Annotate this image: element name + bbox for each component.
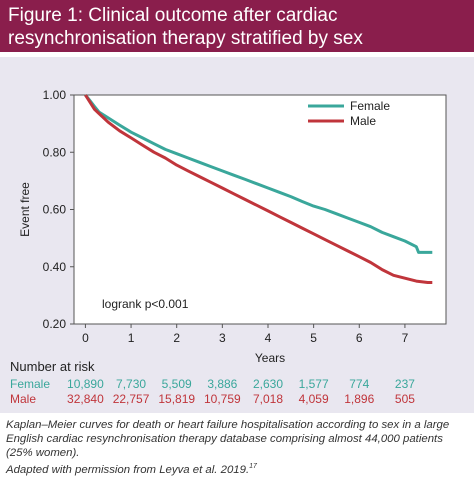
y-axis-title: Event free (18, 182, 32, 237)
risk-value: 3,886 (207, 377, 237, 391)
y-tick-label: 0.40 (43, 260, 67, 274)
legend-label-male: Male (350, 114, 376, 128)
risk-value: 4,059 (299, 392, 329, 406)
title-bar: Figure 1: Clinical outcome after cardiac… (0, 0, 474, 52)
risk-value: 1,577 (299, 377, 329, 391)
risk-value: 10,890 (67, 377, 104, 391)
plot-area (73, 94, 447, 325)
legend-label-female: Female (350, 99, 390, 113)
x-tick-label: 6 (356, 331, 363, 345)
y-tick-label: 0.60 (43, 203, 67, 217)
x-axis-title: Years (255, 351, 285, 365)
x-tick-label: 3 (219, 331, 226, 345)
figure-title: Figure 1: Clinical outcome after cardiac… (8, 5, 363, 49)
x-tick-label: 2 (173, 331, 180, 345)
x-tick-label: 1 (128, 331, 135, 345)
risk-value: 2,630 (253, 377, 283, 391)
y-tick-label: 0.80 (43, 145, 67, 159)
x-tick-label: 4 (265, 331, 272, 345)
km-chart: 0.20 0.40 0.60 0.80 1.00 0 1 2 3 4 5 6 7 Years Event f… (10, 88, 447, 406)
risk-value: 15,819 (158, 392, 195, 406)
risk-value: 22,757 (113, 392, 150, 406)
risk-value: 32,840 (67, 392, 104, 406)
series-line-female (84, 94, 433, 254)
risk-value: 7,018 (253, 392, 283, 406)
logrank-annotation: logrank p<0.001 (102, 297, 189, 311)
x-tick-label: 0 (82, 331, 89, 345)
risk-row-label-male: Male (10, 392, 36, 406)
series-line-male (84, 94, 433, 284)
y-tick-label: 1.00 (43, 88, 67, 102)
risk-value: 237 (395, 377, 415, 391)
risk-table-title: Number at risk (10, 359, 95, 374)
risk-value: 774 (349, 377, 369, 391)
risk-value: 5,509 (162, 377, 192, 391)
chart-panel: 0.20 0.40 0.60 0.80 1.00 0 1 2 3 4 5 6 7 Years Event f… (0, 57, 474, 413)
y-tick-label: 0.20 (43, 317, 67, 331)
risk-value: 505 (395, 392, 415, 406)
caption-credit: Adapted with permission from Leyva et al… (6, 460, 468, 477)
risk-value: 10,759 (204, 392, 241, 406)
x-tick-label: 5 (310, 331, 317, 345)
risk-row-label-female: Female (10, 377, 50, 391)
figure-caption: Kaplan–Meier curves for death or heart f… (6, 418, 468, 477)
x-tick-label: 7 (402, 331, 409, 345)
credit-ref: 17 (249, 463, 257, 470)
risk-value: 7,730 (116, 377, 146, 391)
credit-text: Adapted with permission from Leyva et al… (6, 463, 250, 476)
caption-text: Kaplan–Meier curves for death or heart f… (6, 419, 450, 459)
risk-value: 1,896 (344, 392, 374, 406)
